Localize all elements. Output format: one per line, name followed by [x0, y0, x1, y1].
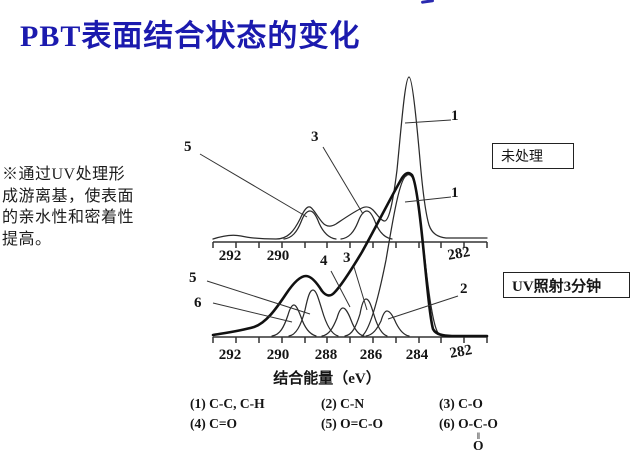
- uv-tick-284: 284: [405, 347, 429, 363]
- uv-peak6-leader: [212, 302, 293, 323]
- uv-comp6-curve: [271, 304, 317, 337]
- untreated-envelope-curve: [212, 76, 488, 240]
- uv-tick-290: 290: [266, 347, 290, 363]
- uv-comp3-curve: [344, 298, 388, 337]
- uv-comp4-curve: [321, 307, 365, 337]
- untreated-tick-292: 292: [218, 248, 242, 264]
- untreated-peak5-label: 5: [184, 139, 192, 155]
- uv-tick-292: 292: [218, 347, 242, 363]
- legend-item-6-double-bond: ‖: [477, 431, 480, 441]
- legend-item-1: (1) C-C, C-H: [190, 396, 265, 411]
- uv-tick-288: 288: [314, 347, 338, 363]
- legend-item-3: (3) C-O: [439, 396, 483, 411]
- untreated-peak1-label: 1: [451, 108, 459, 124]
- legend-item-5: (5) O=C-O: [321, 416, 384, 431]
- uv-peak3-leader: [353, 266, 368, 311]
- uv-peak1-label: 1: [451, 185, 459, 201]
- legend-item-6-oxygen: O: [473, 438, 484, 453]
- uv-peak4-leader: [330, 270, 351, 308]
- untreated-label-box: 未处理: [492, 143, 574, 169]
- untreated-peak5-leader: [199, 153, 308, 218]
- x-axis-title: 结合能量（eV）: [273, 371, 381, 387]
- untreated-tick-290: 290: [266, 248, 290, 264]
- uv-envelope-curve: [211, 171, 489, 338]
- untreated-comp5-curve: [283, 210, 337, 240]
- uv-label-box: UV照射3分钟: [503, 272, 630, 298]
- uv-comp2-curve: [365, 310, 410, 337]
- note-line: ※通过UV处理形: [2, 166, 126, 183]
- untreated-x-axis-ticks: [212, 242, 488, 248]
- untreated-peak3-label: 3: [311, 129, 319, 145]
- uv-peak2-label: 2: [460, 281, 468, 297]
- uv-peak4-label: 4: [320, 253, 328, 269]
- note-line: 成游离基，使表面: [2, 187, 135, 205]
- uv-peak5-leader: [206, 280, 311, 315]
- uv-peak3-label: 3: [343, 250, 351, 266]
- note-line: 提高。: [2, 230, 52, 248]
- page-title: PBT表面结合状态的变化: [20, 20, 361, 53]
- untreated-comp3-curve: [340, 210, 393, 240]
- note-line: 的亲水性和密着性: [2, 209, 135, 226]
- uv-peak6-label: 6: [194, 295, 202, 311]
- legend-item-6: (6) O-C-O: [439, 416, 498, 431]
- untreated-peak3-leader: [322, 146, 364, 215]
- legend-item-4: (4) C=O: [190, 416, 238, 431]
- uv-peak2-leader: [387, 295, 459, 320]
- note-text: ※通过UV处理形 成游离基，使表面 的亲水性和密着性 提高。: [2, 164, 188, 250]
- legend-item-2: (2) C-N: [321, 396, 365, 411]
- uv-tick-286: 286: [359, 347, 383, 363]
- uv-peak5-label: 5: [189, 270, 197, 286]
- uv-peak1-leader: [404, 196, 452, 203]
- uv-x-axis-ticks: [212, 337, 488, 343]
- untreated-peak1-leader: [404, 119, 452, 124]
- uv-comp5-curve: [288, 289, 339, 337]
